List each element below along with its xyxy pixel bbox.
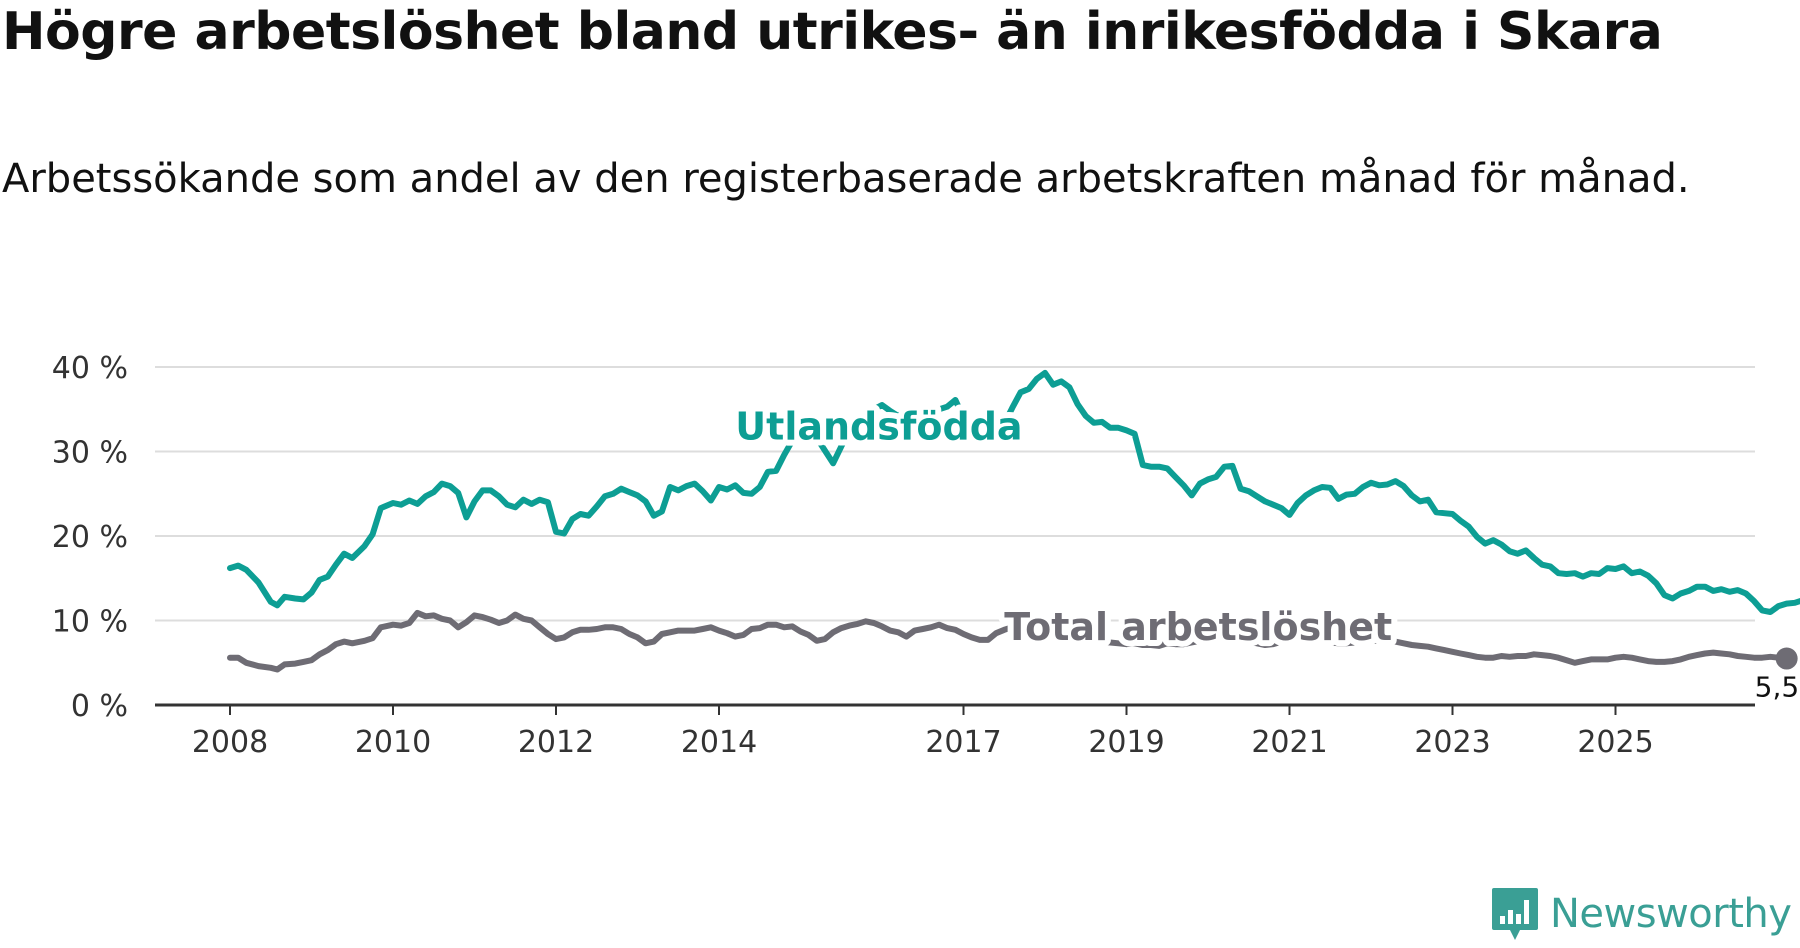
y-tick-label: 10 % (52, 605, 128, 640)
chart-subtitle: Arbetssökande som andel av den registerb… (2, 156, 1690, 202)
y-tick-label: 30 % (52, 436, 128, 471)
series-labels: UtlandsföddaUtlandsfödda12,2 %Total arbe… (729, 399, 1800, 704)
y-tick-label: 0 % (71, 689, 128, 724)
series-label-halo: Total arbetslöshet (1004, 605, 1392, 649)
series-end-point (1775, 647, 1798, 670)
chart-title: Högre arbetslöshet bland utrikes- än inr… (2, 2, 1663, 62)
series-end-label: 5,5 % (1755, 671, 1800, 704)
y-tick-label: 40 % (52, 351, 128, 386)
grid-lines (155, 366, 1755, 622)
x-tick-label: 2019 (1088, 725, 1164, 760)
series-label-halo: Utlandsfödda (735, 405, 1022, 449)
series-line-total (227, 609, 1790, 673)
newsworthy-logo-icon (1492, 888, 1538, 940)
x-tick-label: 2021 (1251, 725, 1327, 760)
series-label: Utlandsfödda (735, 405, 1022, 449)
x-tick-label: 2017 (925, 725, 1001, 760)
x-tick-label: 2012 (518, 725, 594, 760)
newsworthy-logo: Newsworthy (1490, 886, 1792, 942)
x-tick-label: 2008 (192, 725, 268, 760)
x-tick-label: 2025 (1577, 725, 1653, 760)
x-tick-label: 2023 (1414, 725, 1490, 760)
x-axis-ticks: 2008 2010 2012 2014 2017 2019 2021 2023 2025 (192, 705, 1654, 760)
y-tick-label: 20 % (52, 520, 128, 555)
newsworthy-logo-text: Newsworthy (1550, 891, 1792, 937)
series-label: Total arbetslöshet (1004, 605, 1392, 649)
y-axis-ticks: 0 % 10 % 20 % 30 % 40 % (52, 351, 128, 724)
series-lines (227, 369, 1800, 673)
series-line-utlandsfodda (227, 369, 1800, 615)
x-tick-label: 2014 (681, 725, 757, 760)
x-tick-label: 2010 (355, 725, 431, 760)
